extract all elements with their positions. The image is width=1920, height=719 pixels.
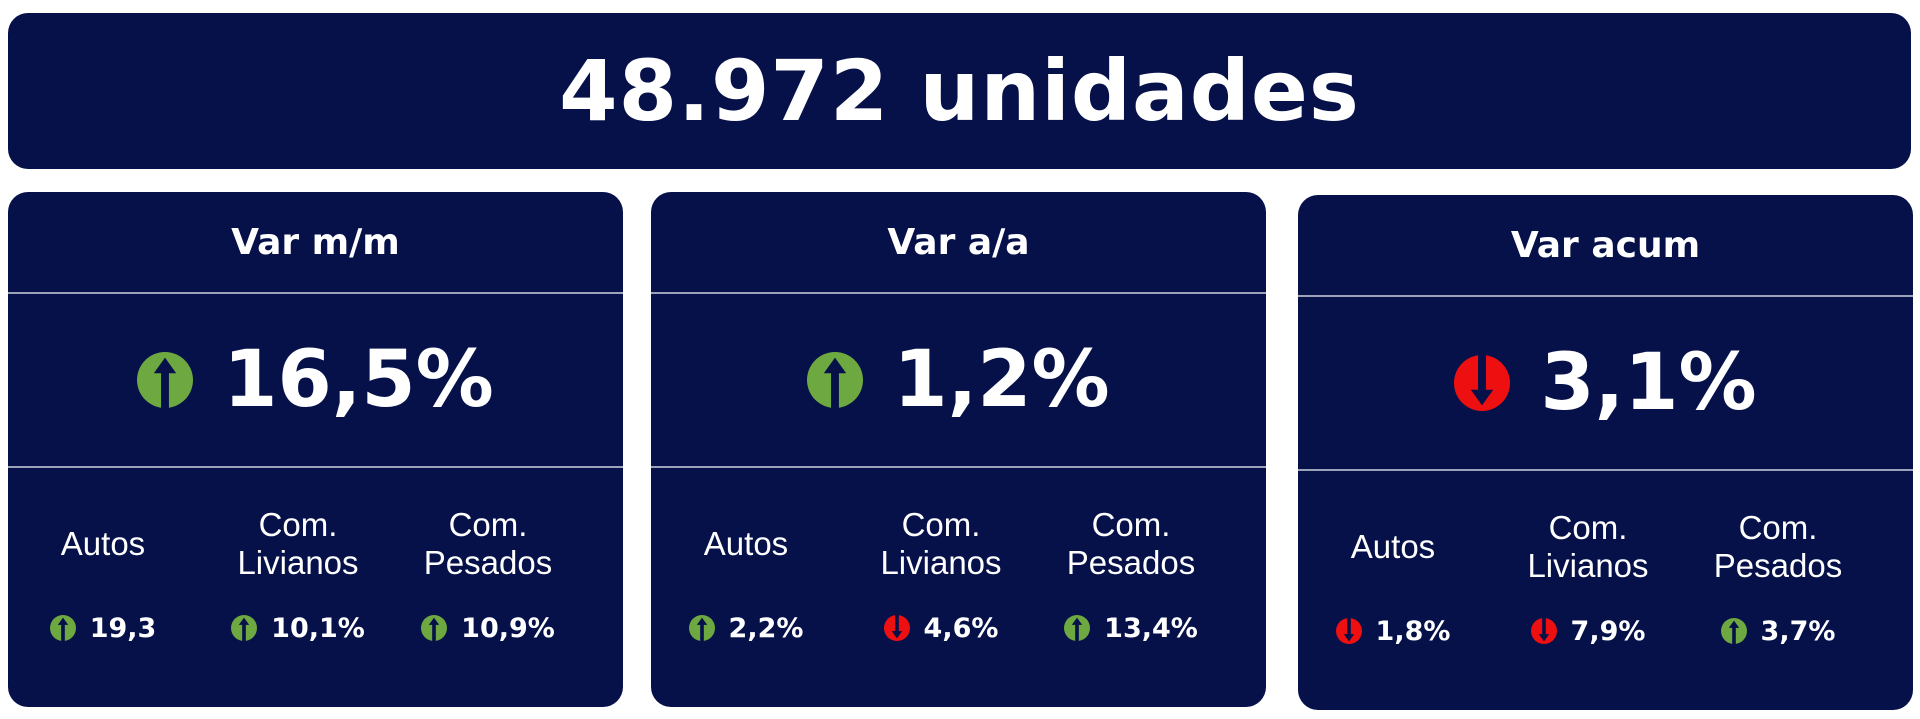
divider <box>1298 295 1913 297</box>
header-banner: 48.972 unidades <box>8 13 1911 169</box>
sub-label: Com. Livianos <box>880 506 1002 581</box>
sub-value-row: 19,3 <box>8 608 198 648</box>
sub-label: Autos <box>60 525 146 562</box>
main-variation: 3,1% <box>1298 297 1913 469</box>
sub-variations: Autos 19,3 Com. Livianos 10,1% Com. Pesados 1… <box>8 468 623 707</box>
sub-com-pesados: Com. Pesados 13,4% <box>1036 468 1226 707</box>
sub-com-livianos: Com. Livianos 7,9% <box>1493 471 1683 710</box>
divider <box>8 292 623 294</box>
arrow-up-icon <box>49 615 76 641</box>
sub-com-livianos: Com. Livianos 10,1% <box>203 468 393 707</box>
arrow-up-icon <box>1064 615 1091 641</box>
card-title: Var a/a <box>887 221 1030 263</box>
main-value: 3,1% <box>1540 338 1757 428</box>
divider <box>651 466 1266 468</box>
sub-label: Autos <box>703 525 789 562</box>
sub-label: Com. Pesados <box>423 506 553 581</box>
sub-com-pesados: Com. Pesados 3,7% <box>1683 471 1873 710</box>
sub-com-pesados: Com. Pesados 10,9% <box>393 468 583 707</box>
arrow-up-icon <box>421 615 448 641</box>
header-title: 48.972 unidades <box>559 42 1360 140</box>
sub-value-row: 10,9% <box>393 608 583 648</box>
sub-value-row: 2,2% <box>651 608 841 648</box>
sub-com-livianos: Com. Livianos 4,6% <box>846 468 1036 707</box>
var-mm-card: Var m/m 16,5% Autos 19,3 Com. Livianos 10,1% C… <box>8 192 623 707</box>
main-value: 16,5% <box>223 335 494 425</box>
arrow-up-icon <box>688 615 715 641</box>
sub-value: 1,8% <box>1375 615 1451 647</box>
sub-value: 7,9% <box>1570 615 1646 647</box>
arrow-down-icon <box>1454 355 1511 411</box>
sub-value-row: 13,4% <box>1036 608 1226 648</box>
sub-value-row: 4,6% <box>846 608 1036 648</box>
divider <box>8 466 623 468</box>
sub-value: 2,2% <box>728 612 804 644</box>
arrow-up-icon <box>231 615 258 641</box>
sub-value: 4,6% <box>923 612 999 644</box>
sub-value: 3,7% <box>1760 615 1836 647</box>
arrow-up-icon <box>1720 618 1747 644</box>
arrow-down-icon <box>1335 618 1362 644</box>
arrow-down-icon <box>1530 618 1557 644</box>
sub-value-row: 7,9% <box>1493 611 1683 651</box>
sub-value: 10,1% <box>271 612 365 644</box>
main-variation: 16,5% <box>8 294 623 466</box>
sub-variations: Autos 2,2% Com. Livianos 4,6% Com. Pesados 13… <box>651 468 1266 707</box>
sub-label: Com. Pesados <box>1066 506 1196 581</box>
sub-value-row: 1,8% <box>1298 611 1488 651</box>
sub-variations: Autos 1,8% Com. Livianos 7,9% Com. Pesados 3,… <box>1298 471 1913 710</box>
main-variation: 1,2% <box>651 294 1266 466</box>
main-value: 1,2% <box>893 335 1110 425</box>
divider <box>651 292 1266 294</box>
sub-value: 10,9% <box>461 612 555 644</box>
arrow-up-icon <box>807 352 864 408</box>
var-aa-card: Var a/a 1,2% Autos 2,2% Com. Livianos 4,6% Com… <box>651 192 1266 707</box>
sub-value: 13,4% <box>1104 612 1198 644</box>
sub-label: Com. Livianos <box>1527 509 1649 584</box>
card-title: Var m/m <box>231 221 400 263</box>
sub-label: Autos <box>1350 528 1436 565</box>
sub-value-row: 3,7% <box>1683 611 1873 651</box>
sub-autos: Autos 1,8% <box>1298 471 1488 710</box>
sub-value: 19,3 <box>89 612 157 644</box>
card-title: Var acum <box>1510 224 1701 266</box>
sub-value-row: 10,1% <box>203 608 393 648</box>
sub-autos: Autos 19,3 <box>8 468 198 707</box>
arrow-up-icon <box>137 352 194 408</box>
sub-autos: Autos 2,2% <box>651 468 841 707</box>
sub-label: Com. Pesados <box>1713 509 1843 584</box>
var-acum-card: Var acum 3,1% Autos 1,8% Com. Livianos 7,9% Co… <box>1298 195 1913 710</box>
sub-label: Com. Livianos <box>237 506 359 581</box>
arrow-down-icon <box>883 615 910 641</box>
divider <box>1298 469 1913 471</box>
